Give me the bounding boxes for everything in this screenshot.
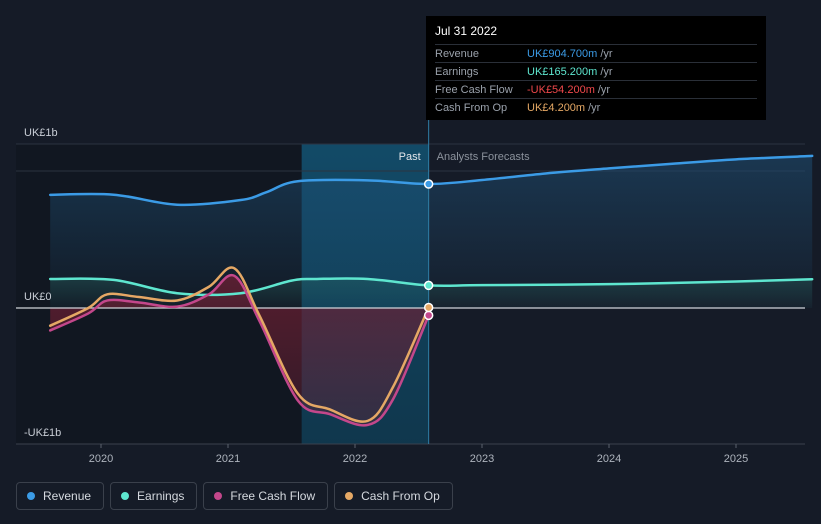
legend-label: Revenue xyxy=(43,489,92,503)
legend-dot-icon xyxy=(214,492,223,500)
tooltip-row-free-cash-flow: Free Cash Flow -UK£54.200m /yr xyxy=(435,80,757,98)
tooltip-row-earnings: Earnings UK£165.200m /yr xyxy=(435,62,757,80)
legend-dot-icon xyxy=(121,492,130,500)
legend-label: Earnings xyxy=(137,489,185,503)
marker-cash-from-op xyxy=(423,302,434,313)
tooltip-unit: /yr xyxy=(597,83,611,96)
marker-free-cash-flow xyxy=(423,310,434,321)
past-label: Past xyxy=(399,151,421,163)
marker-revenue xyxy=(423,179,434,189)
line-revenue xyxy=(48,154,814,207)
legend-dot-icon xyxy=(345,492,354,500)
y-label-top: UK£1b xyxy=(24,127,58,139)
tooltip-label: Free Cash Flow xyxy=(435,83,513,96)
tooltip-value: UK£4.200m xyxy=(527,101,586,114)
tooltip-label: Revenue xyxy=(435,47,480,60)
x-tick-label: 2021 xyxy=(216,453,240,465)
y-label-bottom: -UK£1b xyxy=(24,427,61,439)
legend-item-earnings[interactable]: Earnings xyxy=(110,482,198,510)
legend: Revenue Earnings Free Cash Flow Cash Fro… xyxy=(16,482,453,510)
forecast-label: Analysts Forecasts xyxy=(437,151,530,163)
line-free-cash-flow xyxy=(48,273,430,427)
area-revenue xyxy=(50,155,813,308)
legend-label: Free Cash Flow xyxy=(230,489,316,503)
marker-earnings xyxy=(423,280,434,291)
tooltip-value: -UK£54.200m xyxy=(527,83,595,96)
tooltip-date: Jul 31 2022 xyxy=(435,24,498,38)
x-tick-label: 2024 xyxy=(597,453,621,465)
legend-item-free-cash-flow[interactable]: Free Cash Flow xyxy=(203,482,329,510)
tooltip: Jul 31 2022 Revenue UK£904.700m /yr Earn… xyxy=(426,16,766,120)
tooltip-label: Cash From Op xyxy=(435,101,508,114)
legend-item-cash-from-op[interactable]: Cash From Op xyxy=(334,482,453,510)
tooltip-row-cash-from-op: Cash From Op UK£4.200m /yr xyxy=(435,98,757,116)
tooltip-unit: /yr xyxy=(600,47,613,60)
legend-item-revenue[interactable]: Revenue xyxy=(16,482,105,510)
legend-dot-icon xyxy=(27,492,35,500)
x-tick-label: 2022 xyxy=(343,453,367,465)
tooltip-row-revenue: Revenue UK£904.700m /yr xyxy=(435,44,757,62)
tooltip-value: UK£165.200m xyxy=(527,65,598,78)
line-cash-from-op xyxy=(48,266,430,423)
tooltip-unit: /yr xyxy=(600,65,613,78)
x-tick-label: 2023 xyxy=(470,453,494,465)
y-label-zero: UK£0 xyxy=(24,291,52,303)
tooltip-label: Earnings xyxy=(435,65,479,78)
x-tick-label: 2025 xyxy=(724,453,748,465)
line-earnings xyxy=(48,277,814,297)
tooltip-unit: /yr xyxy=(588,101,601,114)
tooltip-value: UK£904.700m xyxy=(527,47,598,60)
area-free-cash-flow xyxy=(50,275,429,426)
legend-label: Cash From Op xyxy=(361,489,440,503)
x-tick-label: 2020 xyxy=(89,453,113,465)
